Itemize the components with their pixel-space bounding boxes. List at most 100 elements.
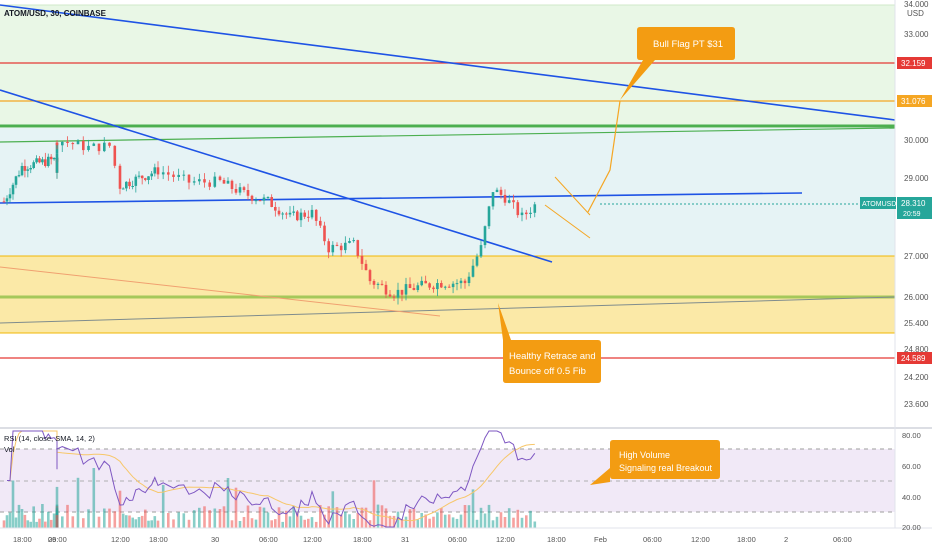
candle-up[interactable]: [177, 174, 180, 177]
indicator-pane[interactable]: [0, 429, 895, 528]
volume-bar[interactable]: [2, 520, 6, 528]
volume-bar[interactable]: [150, 520, 153, 528]
volume-bar[interactable]: [495, 516, 499, 528]
volume-bar[interactable]: [14, 517, 18, 529]
candle-down[interactable]: [208, 182, 211, 187]
candle-down[interactable]: [222, 180, 226, 184]
volume-bar[interactable]: [113, 511, 117, 528]
volume-bar[interactable]: [292, 505, 295, 528]
candle-up[interactable]: [471, 265, 475, 277]
candle-down[interactable]: [218, 176, 222, 180]
descending-trendline[interactable]: [0, 89, 553, 263]
candle-down[interactable]: [372, 281, 376, 285]
candle-up[interactable]: [61, 141, 64, 146]
volume-bar[interactable]: [41, 504, 44, 528]
volume-bar[interactable]: [35, 521, 38, 528]
candle-up[interactable]: [475, 256, 479, 266]
candle-up[interactable]: [451, 283, 455, 288]
volume-bar[interactable]: [360, 507, 364, 528]
volume-bar[interactable]: [339, 514, 343, 529]
volume-bar[interactable]: [144, 509, 147, 528]
candle-up[interactable]: [238, 187, 242, 193]
candle-down[interactable]: [140, 175, 144, 179]
volume-bar[interactable]: [137, 517, 141, 528]
candle-up[interactable]: [52, 158, 56, 160]
candle-down[interactable]: [82, 140, 85, 151]
volume-bar[interactable]: [172, 519, 175, 528]
candle-up[interactable]: [17, 175, 21, 177]
volume-bar[interactable]: [388, 515, 392, 528]
volume-bar[interactable]: [161, 484, 165, 528]
volume-bar[interactable]: [125, 515, 128, 528]
candle-up[interactable]: [226, 180, 230, 184]
volume-bar[interactable]: [463, 505, 467, 528]
callout-retrace[interactable]: Healthy Retrace and Bounce off 0.5 Fib: [498, 303, 601, 383]
upper-trendline[interactable]: [0, 4, 895, 121]
candle-down[interactable]: [499, 189, 503, 195]
candle-up[interactable]: [455, 283, 459, 285]
candle-down[interactable]: [512, 200, 515, 203]
volume-bar[interactable]: [213, 508, 217, 529]
volume-bar[interactable]: [525, 515, 528, 528]
candle-up[interactable]: [483, 226, 487, 246]
volume-bar[interactable]: [128, 515, 131, 529]
volume-bar[interactable]: [281, 521, 284, 528]
candle-up[interactable]: [92, 143, 96, 146]
volume-bar[interactable]: [400, 519, 404, 528]
volume-bar[interactable]: [246, 505, 250, 529]
candle-down[interactable]: [424, 280, 427, 284]
candle-down[interactable]: [307, 216, 310, 218]
volume-bar[interactable]: [487, 504, 491, 528]
volume-bar[interactable]: [103, 508, 106, 529]
candle-down[interactable]: [525, 212, 528, 215]
volume-bar[interactable]: [356, 512, 360, 528]
volume-bar[interactable]: [82, 518, 85, 528]
candle-down[interactable]: [128, 181, 131, 187]
badge-support[interactable]: 24.589: [897, 352, 932, 364]
candle-down[interactable]: [230, 180, 234, 189]
candles[interactable]: [2, 136, 537, 305]
volume-bar[interactable]: [97, 516, 101, 528]
candle-up[interactable]: [161, 172, 165, 175]
candle-down[interactable]: [44, 159, 47, 166]
candle-up[interactable]: [150, 173, 153, 177]
candle-down[interactable]: [23, 166, 27, 171]
candle-down[interactable]: [323, 225, 326, 242]
candle-up[interactable]: [125, 181, 128, 189]
candle-up[interactable]: [8, 194, 12, 199]
candle-up[interactable]: [479, 245, 483, 257]
candle-down[interactable]: [360, 255, 364, 264]
volume-bar[interactable]: [11, 480, 15, 529]
candle-up[interactable]: [137, 175, 141, 177]
callout-volume[interactable]: High Volume Signaling real Breakout: [590, 440, 720, 485]
candle-up[interactable]: [292, 211, 295, 213]
volume-bar[interactable]: [392, 515, 396, 528]
candle-up[interactable]: [76, 140, 80, 145]
volume-bar[interactable]: [203, 506, 206, 528]
candle-down[interactable]: [412, 288, 416, 290]
candle-down[interactable]: [113, 145, 117, 166]
candle-down[interactable]: [250, 195, 254, 201]
candle-down[interactable]: [408, 284, 412, 288]
candle-up[interactable]: [41, 159, 44, 163]
candle-up[interactable]: [5, 198, 9, 202]
volume-bar[interactable]: [533, 521, 537, 529]
candle-down[interactable]: [314, 209, 318, 221]
volume-bar[interactable]: [20, 509, 24, 528]
candle-down[interactable]: [167, 172, 170, 175]
volume-bar[interactable]: [277, 507, 281, 528]
candle-up[interactable]: [487, 206, 491, 227]
callout-bull-flag[interactable]: Bull Flag PT $31: [620, 27, 735, 100]
volume-bar[interactable]: [503, 517, 507, 528]
candle-up[interactable]: [443, 286, 447, 288]
candle-down[interactable]: [97, 143, 101, 152]
volume-bar[interactable]: [447, 514, 451, 528]
candle-up[interactable]: [520, 212, 524, 216]
volume-bar[interactable]: [420, 512, 423, 528]
volume-bar[interactable]: [134, 519, 138, 528]
horizontal-trendline[interactable]: [0, 192, 803, 204]
candle-up[interactable]: [491, 192, 495, 207]
volume-bar[interactable]: [516, 509, 520, 528]
volume-bar[interactable]: [87, 509, 90, 528]
